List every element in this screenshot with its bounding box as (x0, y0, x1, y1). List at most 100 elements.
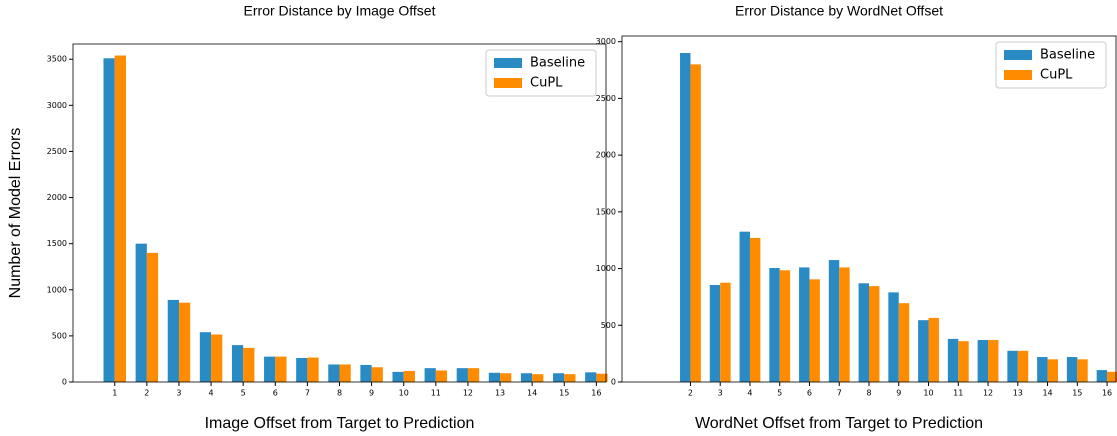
y-tick-label: 0 (611, 378, 616, 387)
x-tick-label: 13 (1013, 389, 1023, 398)
bar (520, 373, 533, 382)
bar (749, 237, 761, 382)
x-tick-label: 4 (209, 389, 214, 398)
bar (467, 368, 480, 382)
bar (1037, 357, 1048, 382)
bar (328, 364, 340, 382)
y-tick-label: 500 (52, 331, 67, 340)
bar (178, 302, 191, 382)
bar (947, 338, 959, 382)
x-tick-label: 10 (399, 389, 409, 398)
bar (869, 286, 880, 382)
bar (114, 55, 126, 383)
x-tick-label: 8 (337, 389, 342, 398)
y-tick-label: 1000 (47, 285, 67, 294)
bar (456, 368, 468, 382)
bar (1066, 357, 1078, 382)
x-tick-label: 7 (837, 389, 842, 398)
bar (1096, 370, 1108, 382)
x-tick-label: 13 (495, 389, 505, 398)
bar (1077, 359, 1088, 382)
bar (243, 347, 255, 382)
y-axis-label: Number of Model Errors (7, 128, 24, 299)
bar (307, 357, 319, 382)
legend-swatch (1004, 50, 1032, 60)
bar (435, 370, 448, 382)
bar (709, 285, 721, 382)
bar (275, 356, 287, 382)
x-tick-label: 9 (369, 389, 374, 398)
y-tick-label: 2000 (596, 151, 616, 160)
bar (199, 332, 212, 382)
bar (532, 374, 544, 382)
bar (488, 372, 501, 382)
y-tick-label: 2500 (596, 94, 616, 103)
bar (739, 231, 750, 382)
bar (553, 373, 565, 382)
x-tick-label: 16 (1102, 389, 1112, 398)
legend-swatch (494, 58, 522, 68)
bar (839, 267, 850, 382)
bar (779, 270, 791, 382)
bar (690, 64, 701, 382)
y-tick-label: 500 (601, 321, 616, 330)
bar (918, 320, 929, 382)
bar (264, 356, 276, 382)
chart-title: Error Distance by Image Offset (244, 3, 436, 19)
y-tick-label: 2500 (47, 147, 67, 156)
x-tick-label: 14 (527, 389, 537, 398)
x-tick-label: 2 (688, 389, 693, 398)
bar (339, 364, 351, 382)
x-tick-label: 11 (953, 389, 963, 398)
y-tick-label: 1500 (596, 207, 616, 216)
x-tick-label: 5 (241, 389, 246, 398)
x-tick-label: 15 (1072, 389, 1082, 398)
bar (828, 260, 840, 382)
x-axis-label: WordNet Offset from Target to Prediction (695, 415, 983, 432)
bar (720, 282, 731, 382)
bar (809, 279, 820, 382)
bar (403, 370, 415, 382)
bar (799, 267, 810, 382)
bar (988, 340, 999, 382)
y-tick-label: 2000 (47, 193, 67, 202)
bar (564, 374, 576, 382)
bar (392, 371, 404, 382)
y-tick-label: 3000 (47, 101, 67, 110)
x-tick-label: 6 (273, 389, 278, 398)
x-tick-label: 4 (747, 389, 752, 398)
x-tick-label: 15 (559, 389, 569, 398)
bar (146, 252, 159, 382)
bar (135, 243, 147, 382)
x-tick-label: 14 (1042, 389, 1052, 398)
x-tick-label: 7 (305, 389, 310, 398)
x-tick-label: 10 (923, 389, 933, 398)
bar (167, 299, 179, 382)
plot-frame (621, 35, 1117, 383)
legend-swatch (1004, 70, 1032, 80)
x-tick-label: 11 (431, 389, 441, 398)
bar (769, 267, 780, 382)
bar (898, 303, 910, 382)
legend-label: Baseline (1040, 48, 1095, 63)
y-tick-label: 3000 (596, 37, 616, 46)
x-tick-label: 9 (896, 389, 901, 398)
bar (1007, 350, 1018, 382)
x-tick-label: 3 (176, 389, 181, 398)
bar (500, 373, 512, 382)
y-tick-label: 1500 (47, 239, 67, 248)
bar (424, 368, 436, 382)
bar (977, 340, 989, 382)
x-tick-label: 8 (866, 389, 871, 398)
x-tick-label: 2 (144, 389, 149, 398)
y-tick-label: 3500 (47, 55, 67, 64)
bar (1047, 359, 1058, 382)
bar (958, 341, 969, 382)
x-tick-label: 12 (463, 389, 473, 398)
bar (680, 53, 691, 383)
x-tick-label: 3 (718, 389, 723, 398)
bar (296, 358, 308, 382)
chart-title: Error Distance by WordNet Offset (735, 3, 943, 19)
legend-label: CuPL (1040, 68, 1073, 83)
